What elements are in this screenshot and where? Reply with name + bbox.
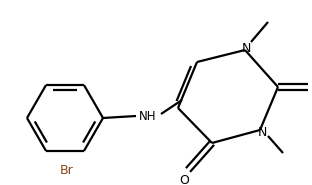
Text: N: N <box>257 125 267 139</box>
Text: O: O <box>179 174 189 185</box>
Text: N: N <box>241 41 251 55</box>
Text: Br: Br <box>60 164 74 177</box>
Text: NH: NH <box>139 110 157 122</box>
